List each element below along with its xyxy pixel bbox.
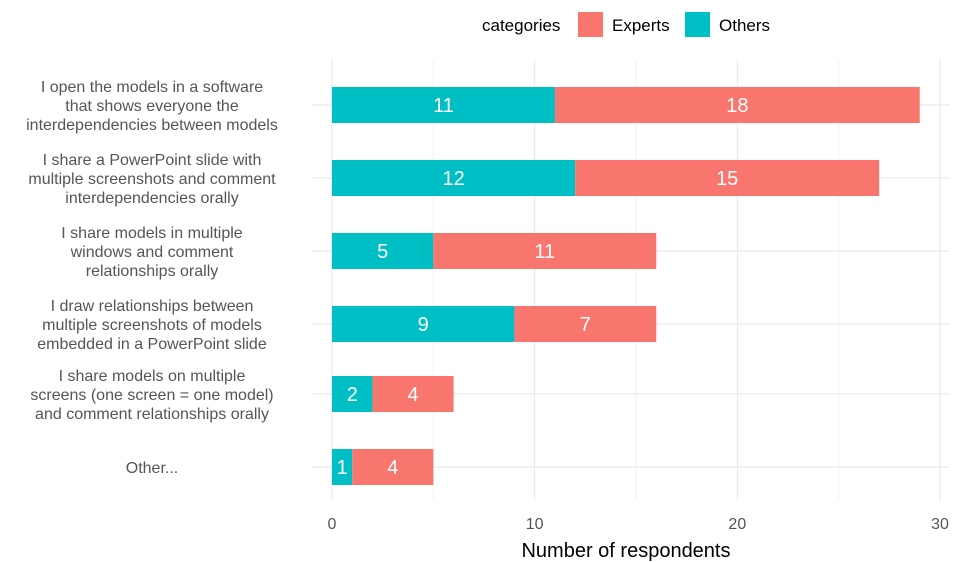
bar-experts-1 [575, 160, 880, 196]
category-label-4: I share models on multiple screens (one s… [30, 368, 273, 423]
bar-label-others-5: 1 [337, 457, 348, 479]
bar-label-experts-2: 11 [534, 241, 555, 263]
x-tick-label-10: 10 [526, 516, 544, 533]
gridlines [312, 60, 950, 500]
category-label-5: Other... [126, 460, 178, 477]
bar-label-others-1: 12 [442, 168, 464, 190]
category-label-0: I open the models in a software that show… [26, 79, 278, 134]
bars: 11 18 12 15 5 11 9 7 2 4 1 4 [332, 87, 920, 485]
legend-key-experts [578, 12, 603, 37]
bar-label-others-4: 2 [347, 384, 358, 406]
bar-label-others-2: 5 [377, 241, 388, 263]
legend-label-experts: Experts [612, 16, 670, 35]
bar-label-others-3: 9 [418, 314, 429, 336]
bar-experts-4 [372, 376, 454, 412]
category-label-1: I share a PowerPoint slide with multiple … [28, 152, 276, 207]
bar-label-experts-5: 4 [387, 457, 398, 479]
legend-label-others: Others [719, 16, 770, 35]
category-label-2: I share models in multiple windows and co… [61, 225, 243, 280]
bar-others-1 [332, 160, 576, 196]
category-labels: I open the models in a software that show… [26, 79, 278, 477]
bar-others-4 [332, 376, 373, 412]
bar-others-2 [332, 233, 434, 269]
bar-experts-0 [554, 87, 920, 123]
legend-key-others [685, 12, 710, 37]
bar-experts-5 [352, 449, 434, 485]
bar-label-experts-4: 4 [408, 384, 419, 406]
bar-others-3 [332, 306, 515, 342]
x-tick-label-0: 0 [328, 516, 337, 533]
category-label-3: I draw relationships between multiple scr… [37, 298, 267, 353]
x-tick-label-20: 20 [728, 516, 746, 533]
bar-experts-3 [514, 306, 657, 342]
x-tick-label-30: 30 [931, 516, 949, 533]
bar-others-5 [332, 449, 353, 485]
x-axis-title: Number of respondents [521, 540, 730, 562]
x-axis-ticks: 0 10 20 30 [328, 516, 949, 533]
bar-experts-2 [433, 233, 657, 269]
bar-label-others-0: 11 [433, 95, 454, 117]
legend-title: categories [482, 16, 560, 35]
legend: categories Experts Others [482, 12, 770, 37]
bar-label-experts-1: 15 [716, 168, 738, 190]
bar-label-experts-0: 18 [726, 95, 748, 117]
bar-label-experts-3: 7 [580, 314, 591, 336]
bar-others-0 [332, 87, 555, 123]
